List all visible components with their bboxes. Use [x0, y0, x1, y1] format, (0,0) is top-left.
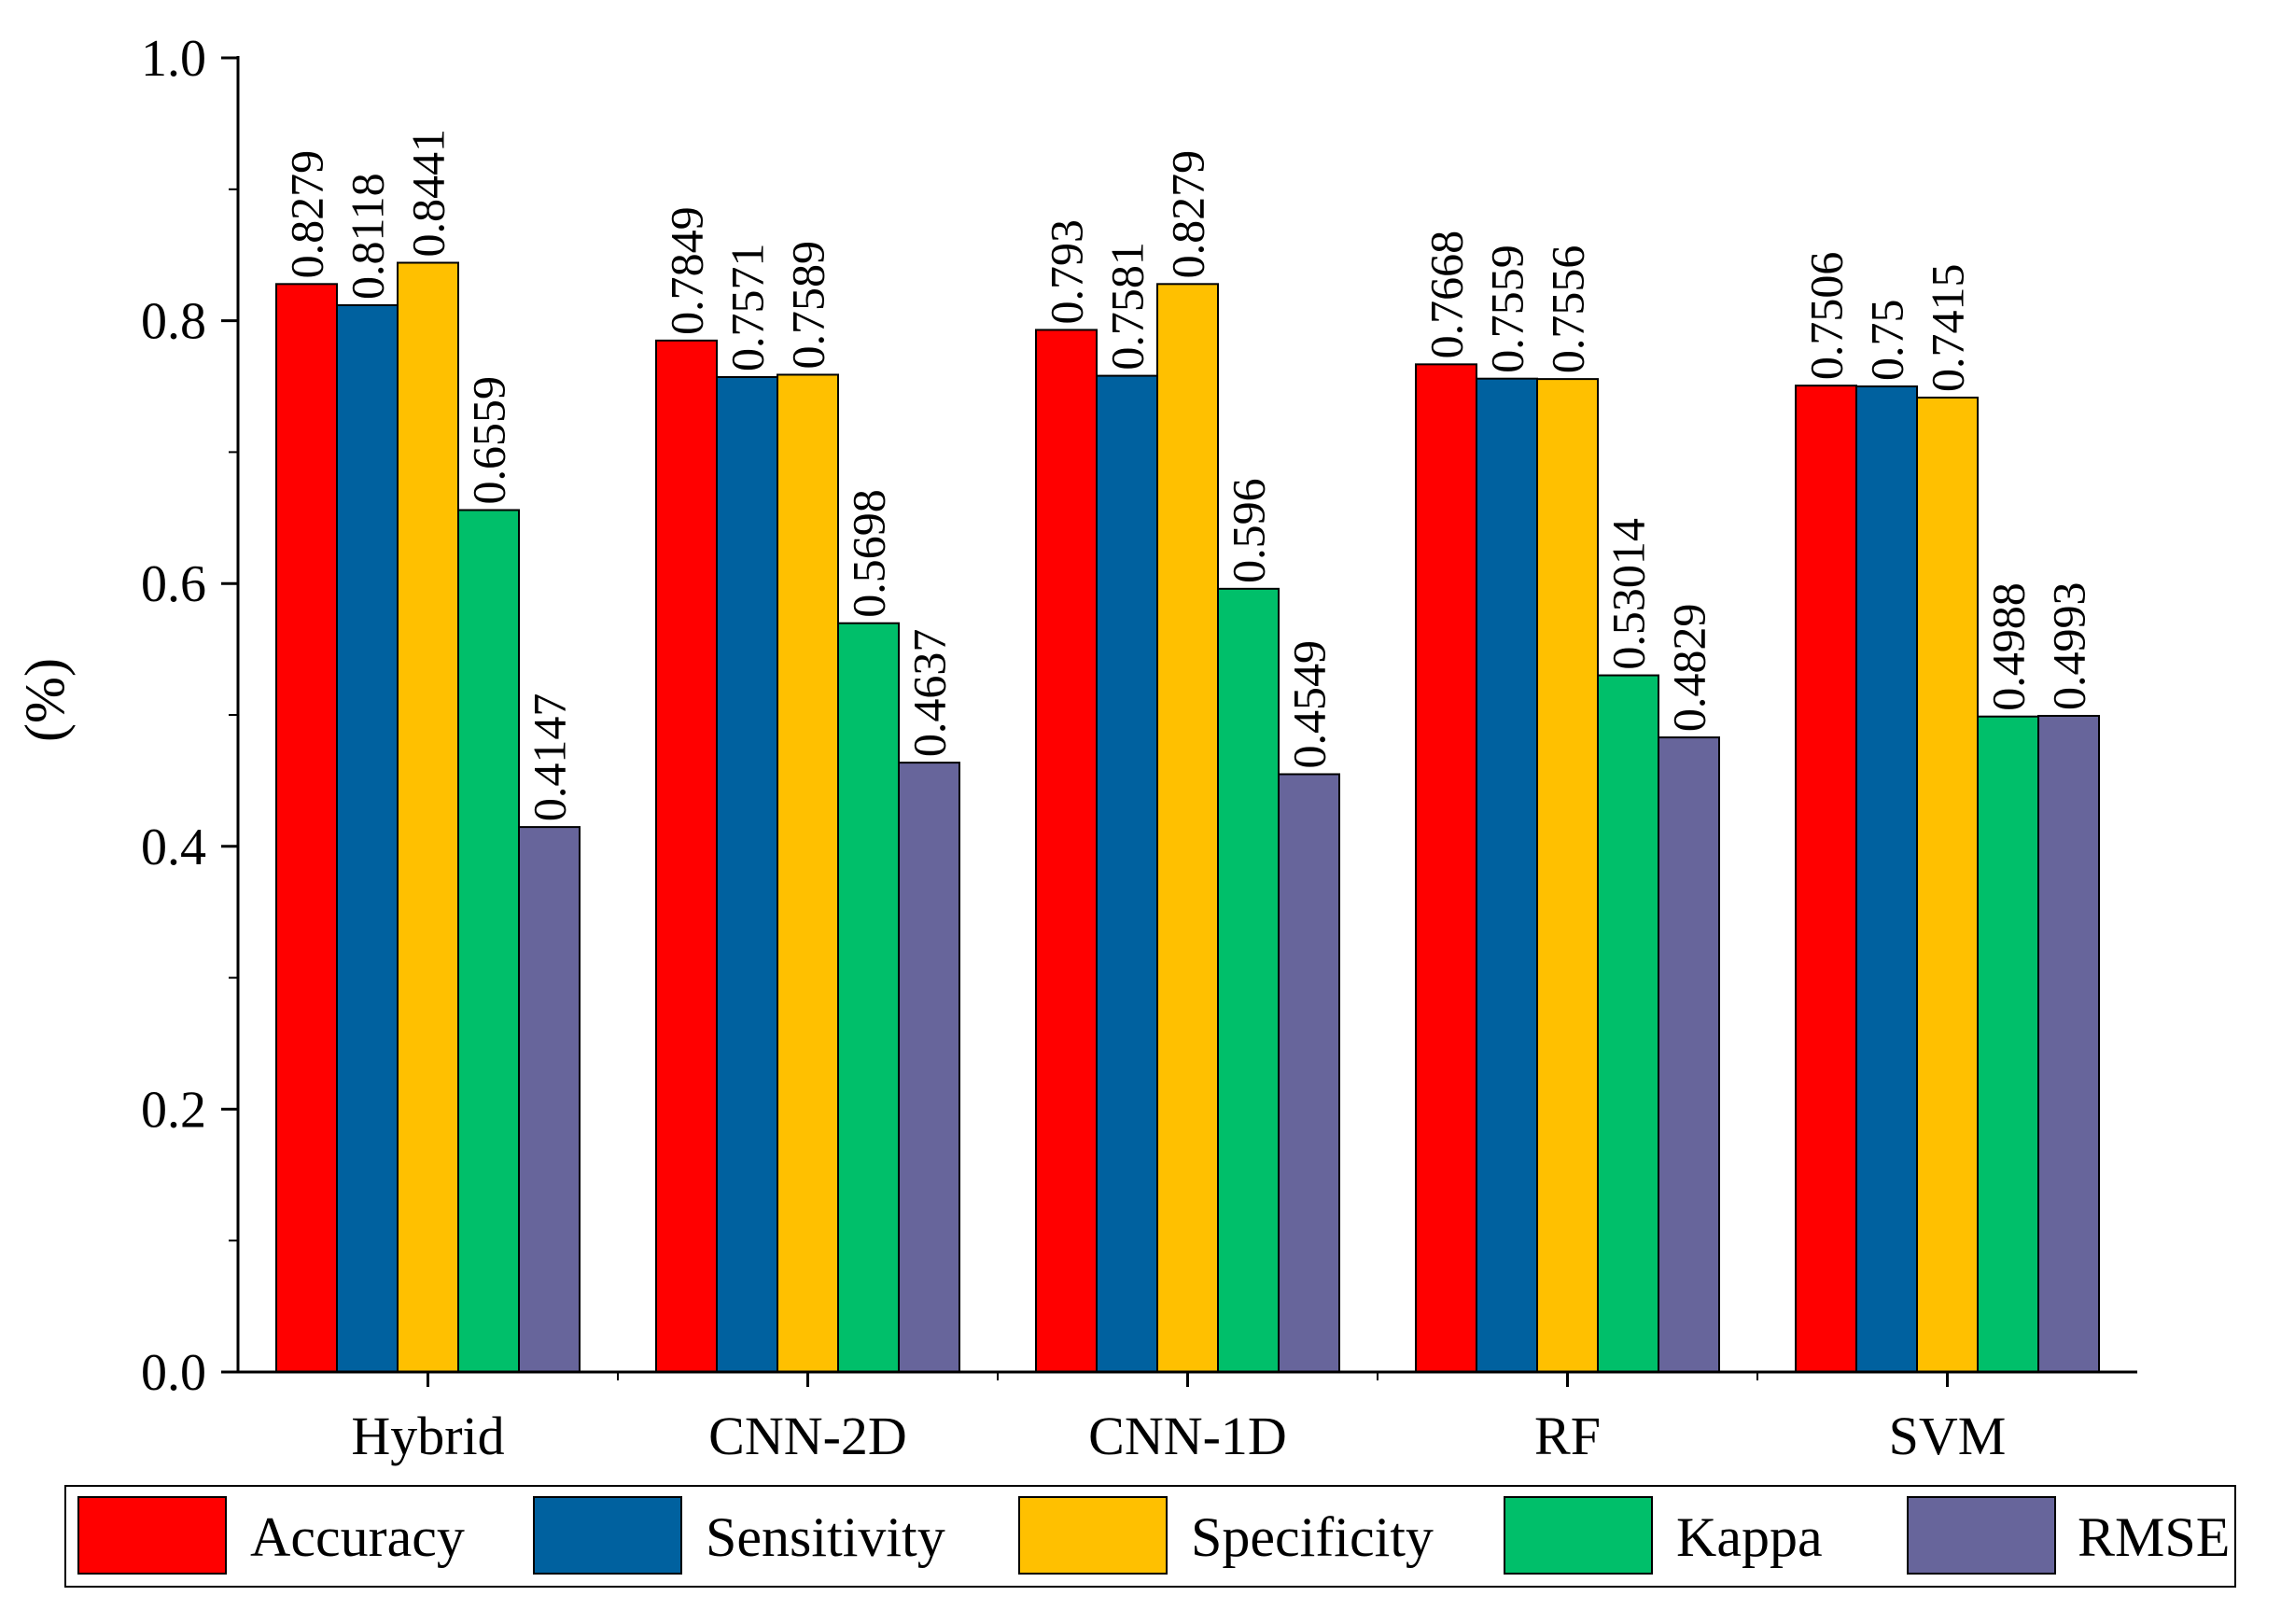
bar-kappa-cnn-1d [1217, 587, 1280, 1373]
bar-kappa-svm [1977, 715, 2039, 1373]
bar-rmse-hybrid [518, 826, 581, 1373]
bar-specificity-svm [1916, 396, 1979, 1373]
bar-specificity-hybrid [397, 261, 459, 1373]
x-tick-label-svm: SVM [1889, 1406, 2007, 1466]
bar-kappa-hybrid [457, 509, 520, 1373]
data-label-rmse-hybrid: 0.4147 [524, 693, 576, 822]
data-label-specificity-svm: 0.7415 [1922, 263, 1974, 392]
bar-accuracy-hybrid [275, 283, 338, 1374]
legend-swatch-rmse [1907, 1496, 2056, 1575]
bars-layer [275, 261, 2100, 1374]
data-label-kappa-rf: 0.53014 [1602, 518, 1655, 670]
x-tick-label-cnn-2d: CNN-2D [708, 1406, 907, 1466]
bar-rmse-cnn-1d [1278, 773, 1340, 1373]
bar-sensitivity-cnn-2d [716, 376, 778, 1374]
y-tick-label: 0.6 [141, 555, 206, 613]
data-label-accuracy-rf: 0.7668 [1420, 231, 1473, 359]
legend-label-rmse: RMSE [2078, 1506, 2230, 1568]
x-tick-label-hybrid: Hybrid [351, 1406, 504, 1466]
data-label-accuracy-svm: 0.7506 [1800, 252, 1853, 381]
data-label-accuracy-cnn-2d: 0.7849 [661, 206, 713, 335]
legend-label-kappa: Kappa [1676, 1506, 1823, 1568]
data-label-kappa-cnn-2d: 0.5698 [843, 489, 895, 618]
bar-sensitivity-cnn-1d [1096, 374, 1158, 1373]
bar-specificity-rf [1536, 378, 1599, 1373]
data-label-rmse-rf: 0.4829 [1663, 604, 1715, 733]
data-label-kappa-svm: 0.4988 [1982, 582, 2035, 711]
data-label-sensitivity-hybrid: 0.8118 [342, 173, 394, 300]
data-label-rmse-cnn-1d: 0.4549 [1283, 640, 1336, 769]
bar-sensitivity-svm [1855, 385, 1918, 1373]
data-label-sensitivity-svm: 0.75 [1861, 300, 1913, 382]
data-label-accuracy-hybrid: 0.8279 [281, 150, 333, 279]
y-tick-label: 0.8 [141, 293, 206, 351]
y-tick-label: 0.2 [141, 1081, 206, 1139]
y-tick-label: 1.0 [141, 30, 206, 88]
x-tick-label-cnn-1d: CNN-1D [1088, 1406, 1287, 1466]
data-label-specificity-rf: 0.7556 [1542, 245, 1594, 374]
bar-sensitivity-rf [1476, 377, 1538, 1374]
legend-swatch-kappa [1504, 1496, 1653, 1575]
bar-rmse-rf [1658, 736, 1720, 1373]
bar-accuracy-cnn-2d [655, 339, 718, 1373]
legend-swatch-specificity [1018, 1496, 1168, 1575]
data-label-rmse-svm: 0.4993 [2043, 581, 2095, 710]
bar-specificity-cnn-1d [1156, 283, 1219, 1374]
data-label-accuracy-cnn-1d: 0.793 [1041, 219, 1093, 325]
data-label-kappa-cnn-1d: 0.596 [1223, 478, 1275, 583]
legend-label-accuracy: Accuracy [250, 1506, 465, 1568]
bar-kappa-rf [1597, 674, 1659, 1373]
data-label-specificity-cnn-1d: 0.8279 [1162, 150, 1214, 279]
legend-label-sensitivity: Sensitivity [706, 1506, 945, 1568]
bar-rmse-cnn-2d [898, 762, 960, 1373]
bar-kappa-cnn-2d [837, 622, 900, 1373]
data-label-kappa-hybrid: 0.6559 [463, 376, 515, 505]
data-label-specificity-hybrid: 0.8441 [402, 129, 455, 258]
legend-swatch-sensitivity [533, 1496, 682, 1575]
data-label-sensitivity-cnn-1d: 0.7581 [1101, 242, 1154, 371]
bar-accuracy-rf [1415, 363, 1477, 1374]
data-label-specificity-cnn-2d: 0.7589 [782, 241, 834, 370]
legend-swatch-accuracy [77, 1496, 227, 1575]
y-axis-label: (%) [14, 658, 76, 742]
bar-accuracy-svm [1795, 385, 1857, 1374]
y-tick-label: 0.4 [141, 819, 206, 876]
data-label-sensitivity-rf: 0.7559 [1481, 245, 1533, 373]
bar-rmse-svm [2037, 714, 2100, 1373]
data-label-rmse-cnn-2d: 0.4637 [903, 629, 956, 758]
data-label-sensitivity-cnn-2d: 0.7571 [721, 244, 774, 372]
legend-label-specificity: Specificity [1191, 1506, 1434, 1568]
legend: Accuracy Sensitivity Specificity Kappa RMSE [64, 1485, 2236, 1588]
bar-accuracy-cnn-1d [1035, 329, 1098, 1373]
bar-specificity-cnn-2d [777, 373, 839, 1374]
x-tick-label-rf: RF [1534, 1406, 1601, 1466]
bar-sensitivity-hybrid [336, 303, 399, 1373]
y-tick-label: 0.0 [141, 1344, 206, 1402]
axes-layer: Hybrid CNN-2D CNN-1D RF SVM 0.0 0.2 0.4 0.6 0.8 1.… [141, 30, 2137, 1466]
